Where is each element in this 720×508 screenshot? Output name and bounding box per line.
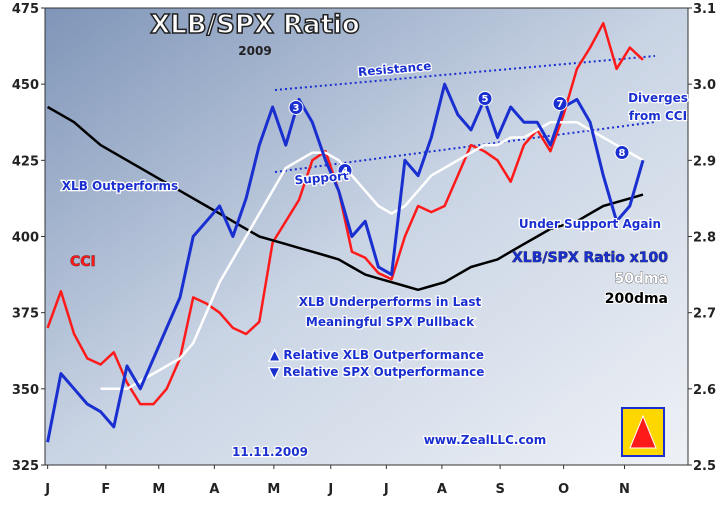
legend-label: XLB/SPX Ratio x100 xyxy=(512,250,668,266)
chart-title: XLB/SPX Ratio xyxy=(150,10,360,40)
annotation: XLB Underperforms in Last xyxy=(299,295,482,309)
annotation: ▲ Relative XLB Outperformance xyxy=(270,348,484,362)
x-tick-label: J xyxy=(44,482,50,497)
y-tick-label: 475 xyxy=(12,2,39,17)
series-line xyxy=(46,105,644,292)
annotation-number: 3 xyxy=(293,103,300,114)
y2-tick-label: 2.8 xyxy=(693,231,716,246)
series-line xyxy=(100,120,644,391)
annotation-number: 8 xyxy=(619,148,626,159)
annotation-number: 4 xyxy=(342,166,349,177)
y-tick-label: 400 xyxy=(12,231,39,246)
plot-area xyxy=(44,7,689,466)
annotation: Resistance xyxy=(357,59,431,79)
annotation-circle xyxy=(552,96,568,111)
annotation-circle xyxy=(337,163,353,178)
annotation-circle xyxy=(477,91,493,106)
y2-tick-label: 2.5 xyxy=(693,459,716,474)
support-line xyxy=(274,121,656,173)
y-tick-label: 425 xyxy=(12,154,39,169)
x-tick-label: S xyxy=(495,482,504,497)
annotation-number: 5 xyxy=(482,94,489,105)
annotation: 11.11.2009 xyxy=(232,445,308,459)
annotation: Under Support Again xyxy=(519,217,661,231)
annotation-number: 7 xyxy=(557,99,564,110)
annotation: Diverges xyxy=(628,91,688,105)
x-tick-label: J xyxy=(383,482,389,497)
annotation-circle xyxy=(288,100,304,115)
series-line xyxy=(46,21,644,406)
x-tick-label: A xyxy=(437,482,447,497)
x-tick-label: M xyxy=(152,482,165,497)
series-line xyxy=(46,82,645,443)
y2-tick-label: 2.7 xyxy=(693,307,716,322)
annotation-circle xyxy=(614,145,630,160)
y2-tick-label: 3.1 xyxy=(693,2,716,17)
annotation: www.ZealLLC.com xyxy=(424,433,547,447)
chart-subtitle: 2009 xyxy=(238,44,271,58)
logo-mark xyxy=(629,414,657,449)
y2-tick-label: 3.0 xyxy=(693,78,716,93)
x-tick-label: M xyxy=(267,482,280,497)
x-tick-label: O xyxy=(558,482,569,497)
y2-tick-label: 2.9 xyxy=(693,154,716,169)
x-tick-label: A xyxy=(209,482,219,497)
y-tick-label: 325 xyxy=(12,459,39,474)
annotation: Meaningful SPX Pullback xyxy=(306,315,475,329)
y-tick-label: 350 xyxy=(12,383,39,398)
x-tick-label: J xyxy=(327,482,333,497)
resistance-line xyxy=(274,55,656,91)
legend-label: 50dma xyxy=(614,271,668,287)
legend-label: 200dma xyxy=(605,291,668,307)
y-tick-label: 375 xyxy=(12,307,39,322)
x-tick-label: F xyxy=(101,482,110,497)
annotation: from CCI xyxy=(629,109,687,123)
annotation: Support xyxy=(294,169,350,188)
y2-tick-label: 2.6 xyxy=(693,383,716,398)
x-tick-label: N xyxy=(619,482,630,497)
annotation: ▼ Relative SPX Outperformance xyxy=(270,365,485,379)
y-tick-label: 450 xyxy=(12,78,39,93)
annotation: XLB Outperforms xyxy=(62,179,178,193)
legend-label: CCI xyxy=(70,254,96,270)
